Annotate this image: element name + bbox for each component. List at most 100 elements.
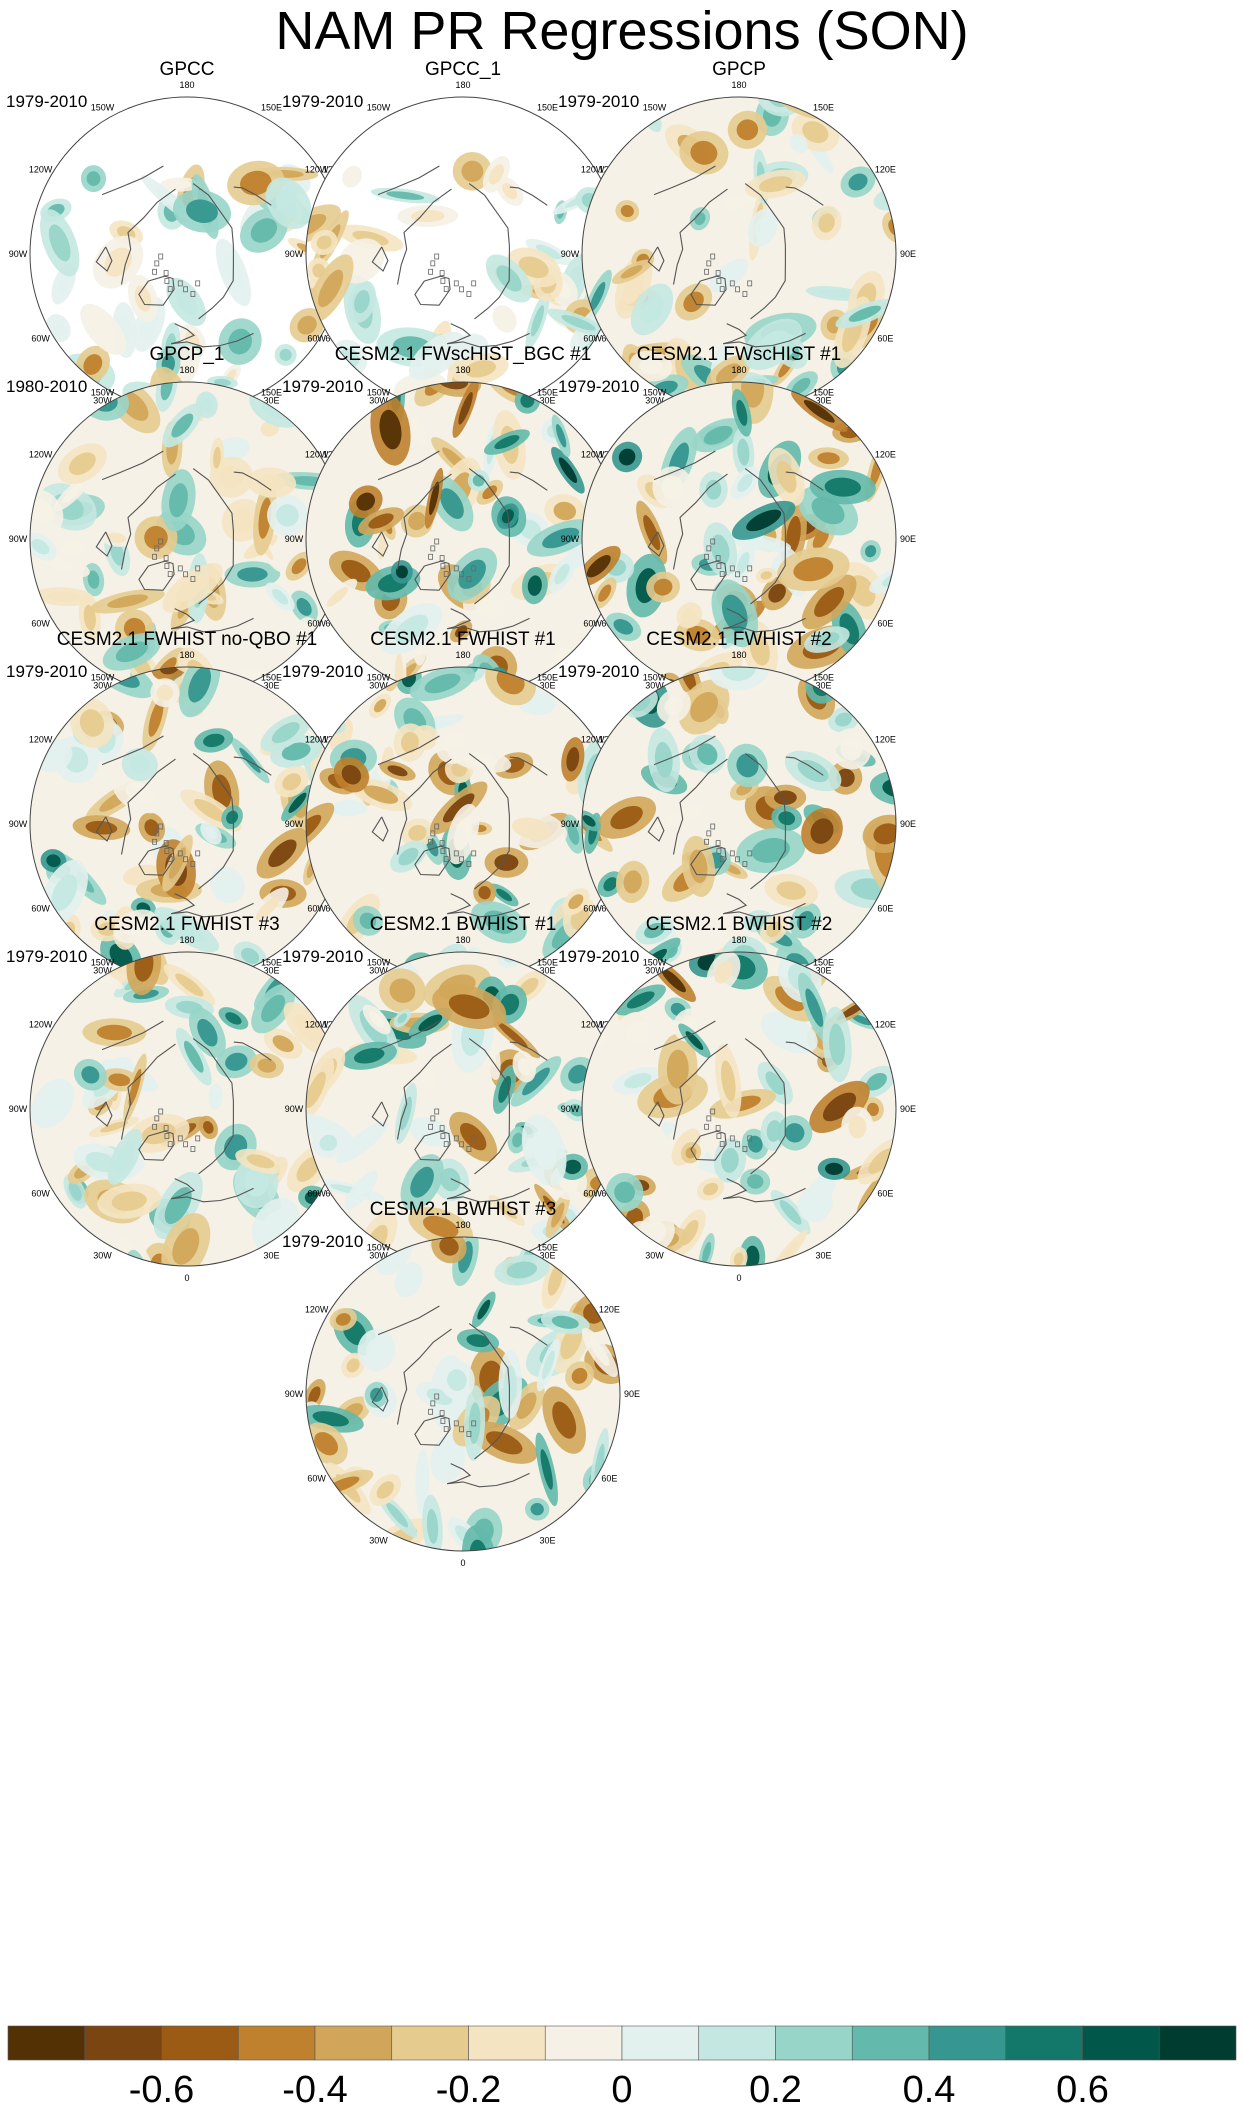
longitude-label: 180 <box>731 80 746 90</box>
colorbar-swatch <box>544 2025 623 2061</box>
longitude-label: 30W <box>369 680 388 690</box>
colorbar-swatch <box>391 2025 469 2061</box>
longitude-label: 30W <box>645 680 664 690</box>
longitude-label: 30E <box>815 680 831 690</box>
longitude-label: 90W <box>285 819 304 829</box>
longitude-label: 90W <box>285 1104 304 1114</box>
longitude-label: 30W <box>369 395 388 405</box>
colorbar-swatch <box>161 2025 239 2061</box>
longitude-label: 150W <box>367 388 391 398</box>
map-panel: CESM2.1 FWHIST #31979-2010180150E120E90E… <box>6 914 364 1283</box>
longitude-label: 150W <box>367 958 391 968</box>
colorbar-tick-label: 0 <box>611 2069 632 2110</box>
longitude-label: 30W <box>93 395 112 405</box>
period-label: 1979-2010 <box>282 377 363 396</box>
longitude-label: 150E <box>537 103 558 113</box>
longitude-label: 150W <box>643 388 667 398</box>
coastlines <box>371 450 548 633</box>
panel-title: GPCP <box>712 59 766 80</box>
panel-title: CESM2.1 FWHIST #1 <box>370 629 555 650</box>
longitude-label: 120W <box>29 165 53 175</box>
longitude-label: 30E <box>539 1535 555 1545</box>
map-panel: CESM2.1 FWHIST no-QBO #1 1979-2010 180 150E… <box>6 629 364 998</box>
longitude-label: 120W <box>29 735 53 745</box>
longitude-label: 60W <box>31 334 50 344</box>
longitude-label: 150E <box>261 388 282 398</box>
regression-field <box>582 97 896 411</box>
longitude-label: 30E <box>815 965 831 975</box>
panel-title: CESM2.1 FWHIST no-QBO #1 <box>57 629 317 650</box>
colorbar-swatch <box>84 2025 162 2061</box>
map-boundary <box>581 951 897 1267</box>
period-label: 1979-2010 <box>6 662 87 681</box>
longitude-label: 180 <box>455 1220 470 1230</box>
map-boundary <box>305 1236 621 1552</box>
colorbar-swatch <box>1082 2025 1160 2061</box>
longitude-label: 120W <box>305 735 329 745</box>
panel-title: CESM2.1 BWHIST #2 <box>646 914 833 935</box>
longitude-label: 60E <box>877 904 893 914</box>
colorbar-swatch <box>698 2025 776 2061</box>
longitude-label: 150W <box>91 388 115 398</box>
map-panel: CESM2.1 FWscHIST_BGC #11979-2010180150E1… <box>282 344 640 713</box>
longitude-label: 30W <box>369 1250 388 1260</box>
period-label: 1980-2010 <box>6 377 87 396</box>
longitude-label: 30W <box>93 680 112 690</box>
longitude-label: 180 <box>455 365 470 375</box>
longitude-label: 180 <box>179 650 194 660</box>
colorbar-tick-label: 0.6 <box>1056 2069 1109 2110</box>
map-panel: CESM2.1 BWHIST #3 1979-2010 180 150E 120E 90E… <box>282 1199 640 1568</box>
regression-field <box>306 1237 620 1551</box>
longitude-label: 120W <box>29 1020 53 1030</box>
longitude-label: 150E <box>537 1243 558 1253</box>
longitude-label: 180 <box>455 935 470 945</box>
longitude-label: 150E <box>261 958 282 968</box>
longitude-label: 120W <box>581 735 605 745</box>
colorbar-swatch <box>237 2025 316 2061</box>
period-label: 1979-2010 <box>558 947 639 966</box>
coastlines <box>95 735 272 918</box>
map-panel: CESM2.1 FWscHIST #1 1979-2010 180 150E 120E 9… <box>558 344 916 713</box>
period-label: 1979-2010 <box>558 377 639 396</box>
longitude-label: 90W <box>9 534 28 544</box>
longitude-label: 30E <box>539 680 555 690</box>
regression-field <box>306 667 620 981</box>
longitude-label: 120W <box>305 165 329 175</box>
coastlines <box>647 735 824 918</box>
longitude-label: 90W <box>9 249 28 259</box>
longitude-label: 90W <box>561 534 580 544</box>
longitude-label: 30W <box>93 1250 112 1260</box>
period-label: 1979-2010 <box>282 1232 363 1251</box>
coastlines <box>371 735 548 918</box>
colorbar-tick-label: -0.4 <box>282 2069 347 2110</box>
colorbar-swatch <box>928 2025 1007 2061</box>
coastlines <box>371 1020 548 1203</box>
longitude-label: 30E <box>815 1250 831 1260</box>
longitude-label: 90W <box>285 534 304 544</box>
coastlines <box>95 450 272 633</box>
coastlines <box>95 165 272 348</box>
longitude-label: 60E <box>877 334 893 344</box>
longitude-label: 60W <box>583 334 602 344</box>
longitude-label: 60W <box>307 1474 326 1484</box>
longitude-label: 180 <box>455 650 470 660</box>
map-panel: CESM2.1 BWHIST #11979-2010180150E120E90E… <box>282 914 640 1283</box>
longitude-label: 30W <box>369 1535 388 1545</box>
longitude-label: 120E <box>875 450 896 460</box>
longitude-label: 150E <box>261 103 282 113</box>
coastlines <box>95 1020 272 1203</box>
longitude-label: 150E <box>813 388 834 398</box>
longitude-label: 120E <box>875 735 896 745</box>
colorbar-swatch <box>314 2025 393 2061</box>
panel-title: CESM2.1 FWHIST #3 <box>94 914 279 935</box>
longitude-label: 150E <box>261 673 282 683</box>
longitude-label: 180 <box>179 365 194 375</box>
longitude-label: 60W <box>31 619 50 629</box>
period-label: 1979-2010 <box>282 662 363 681</box>
panel-title: GPCP_1 <box>150 344 225 365</box>
longitude-label: 30W <box>645 395 664 405</box>
longitude-label: 60W <box>307 619 326 629</box>
coastlines <box>647 165 824 348</box>
panel-title: CESM2.1 FWscHIST_BGC #1 <box>335 344 592 365</box>
longitude-label: 150W <box>91 103 115 113</box>
